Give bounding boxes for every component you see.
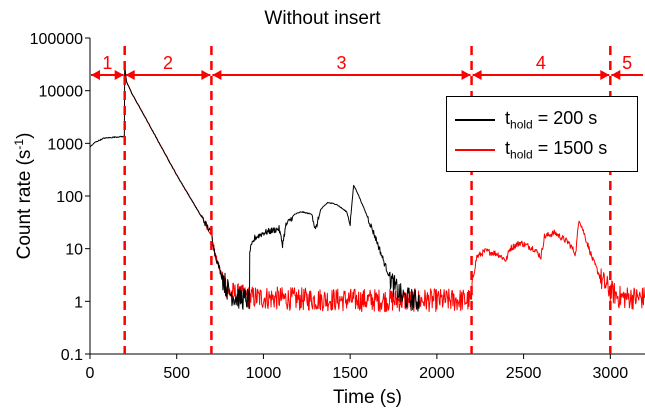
chart-title: Without insert	[264, 8, 381, 29]
y-tick-label: 1000	[47, 136, 83, 153]
phase-label: 1	[102, 53, 112, 73]
legend-swatch-black	[455, 119, 495, 121]
legend-item-1500: thold = 1500 s	[455, 137, 607, 163]
phase-label: 2	[163, 53, 173, 73]
legend-label-200: thold = 200 s	[505, 108, 598, 132]
series-line-thold-200	[89, 64, 421, 312]
phase-arrow-head	[201, 70, 211, 80]
y-tick-label: 10	[65, 242, 83, 259]
phase-label: 5	[622, 53, 632, 73]
legend: thold = 200 s thold = 1500 s	[446, 96, 638, 172]
y-axis-label: Count rate (s-1)	[12, 133, 35, 260]
legend-label-1500: thold = 1500 s	[505, 138, 608, 162]
phase-arrow-head	[212, 70, 222, 80]
phase-label: 4	[536, 53, 546, 73]
phase-arrow-head	[91, 70, 100, 80]
x-axis-label: Time (s)	[333, 387, 402, 408]
phase-arrow-head	[125, 70, 135, 80]
x-tick-label: 0	[86, 365, 95, 382]
phase-arrow-head	[114, 70, 124, 80]
y-tick-label: 100000	[30, 31, 83, 48]
x-tick-label: 2000	[419, 365, 455, 382]
phase-arrow-head	[611, 70, 621, 80]
x-tick-label: 1500	[332, 365, 368, 382]
x-tick-label: 3000	[593, 365, 629, 382]
legend-swatch-red	[455, 149, 495, 151]
y-tick-label: 10000	[39, 84, 84, 101]
y-tick-label: 100	[56, 189, 83, 206]
x-tick-label: 500	[163, 365, 190, 382]
legend-item-200: thold = 200 s	[455, 107, 597, 133]
phase-arrow-head	[461, 70, 471, 80]
x-tick-label: 1000	[246, 365, 282, 382]
y-tick-label: 0.1	[61, 347, 83, 364]
phase-label: 3	[336, 53, 346, 73]
phase-arrow-head	[472, 70, 482, 80]
x-tick-label: 2500	[506, 365, 542, 382]
phase-arrow-head	[600, 70, 610, 80]
y-tick-label: 1	[74, 294, 83, 311]
